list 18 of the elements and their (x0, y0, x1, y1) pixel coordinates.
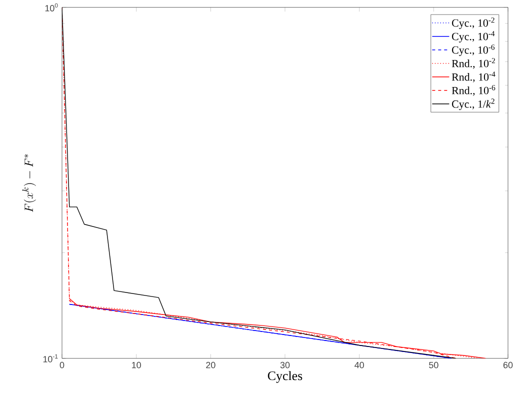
legend-label: Cyc., 10$^{-4}$ (452, 30, 495, 42)
x-tick-label: 30 (280, 362, 290, 368)
y-axis-title: $F(x^k) - F^*$ (22, 154, 36, 212)
legend-label: Cyc., 10$^{-2}$ (452, 17, 494, 29)
legend-label: Rnd., 10$^{-4}$ (452, 71, 496, 82)
legend-label: Rnd., 10$^{-6}$ (452, 84, 496, 96)
x-axis-title: Cycles (268, 370, 302, 383)
x-tick-label: 40 (354, 362, 364, 368)
legend-label: Cyc., 1/k$^{2}$ (452, 98, 494, 110)
x-tick-label: 20 (206, 362, 216, 368)
legend-label: Rnd., 10$^{-2}$ (452, 58, 495, 69)
x-tick-label: 60 (503, 362, 513, 368)
x-tick-label: 50 (429, 362, 438, 368)
x-tick-label: 0 (60, 362, 64, 368)
y-tick-label: 10$^{0}$ (45, 3, 58, 12)
y-tick-label: 10$^{-1}$ (43, 354, 58, 362)
legend-label: Cyc., 10$^{-6}$ (452, 44, 495, 56)
x-tick-label: 10 (132, 362, 141, 368)
